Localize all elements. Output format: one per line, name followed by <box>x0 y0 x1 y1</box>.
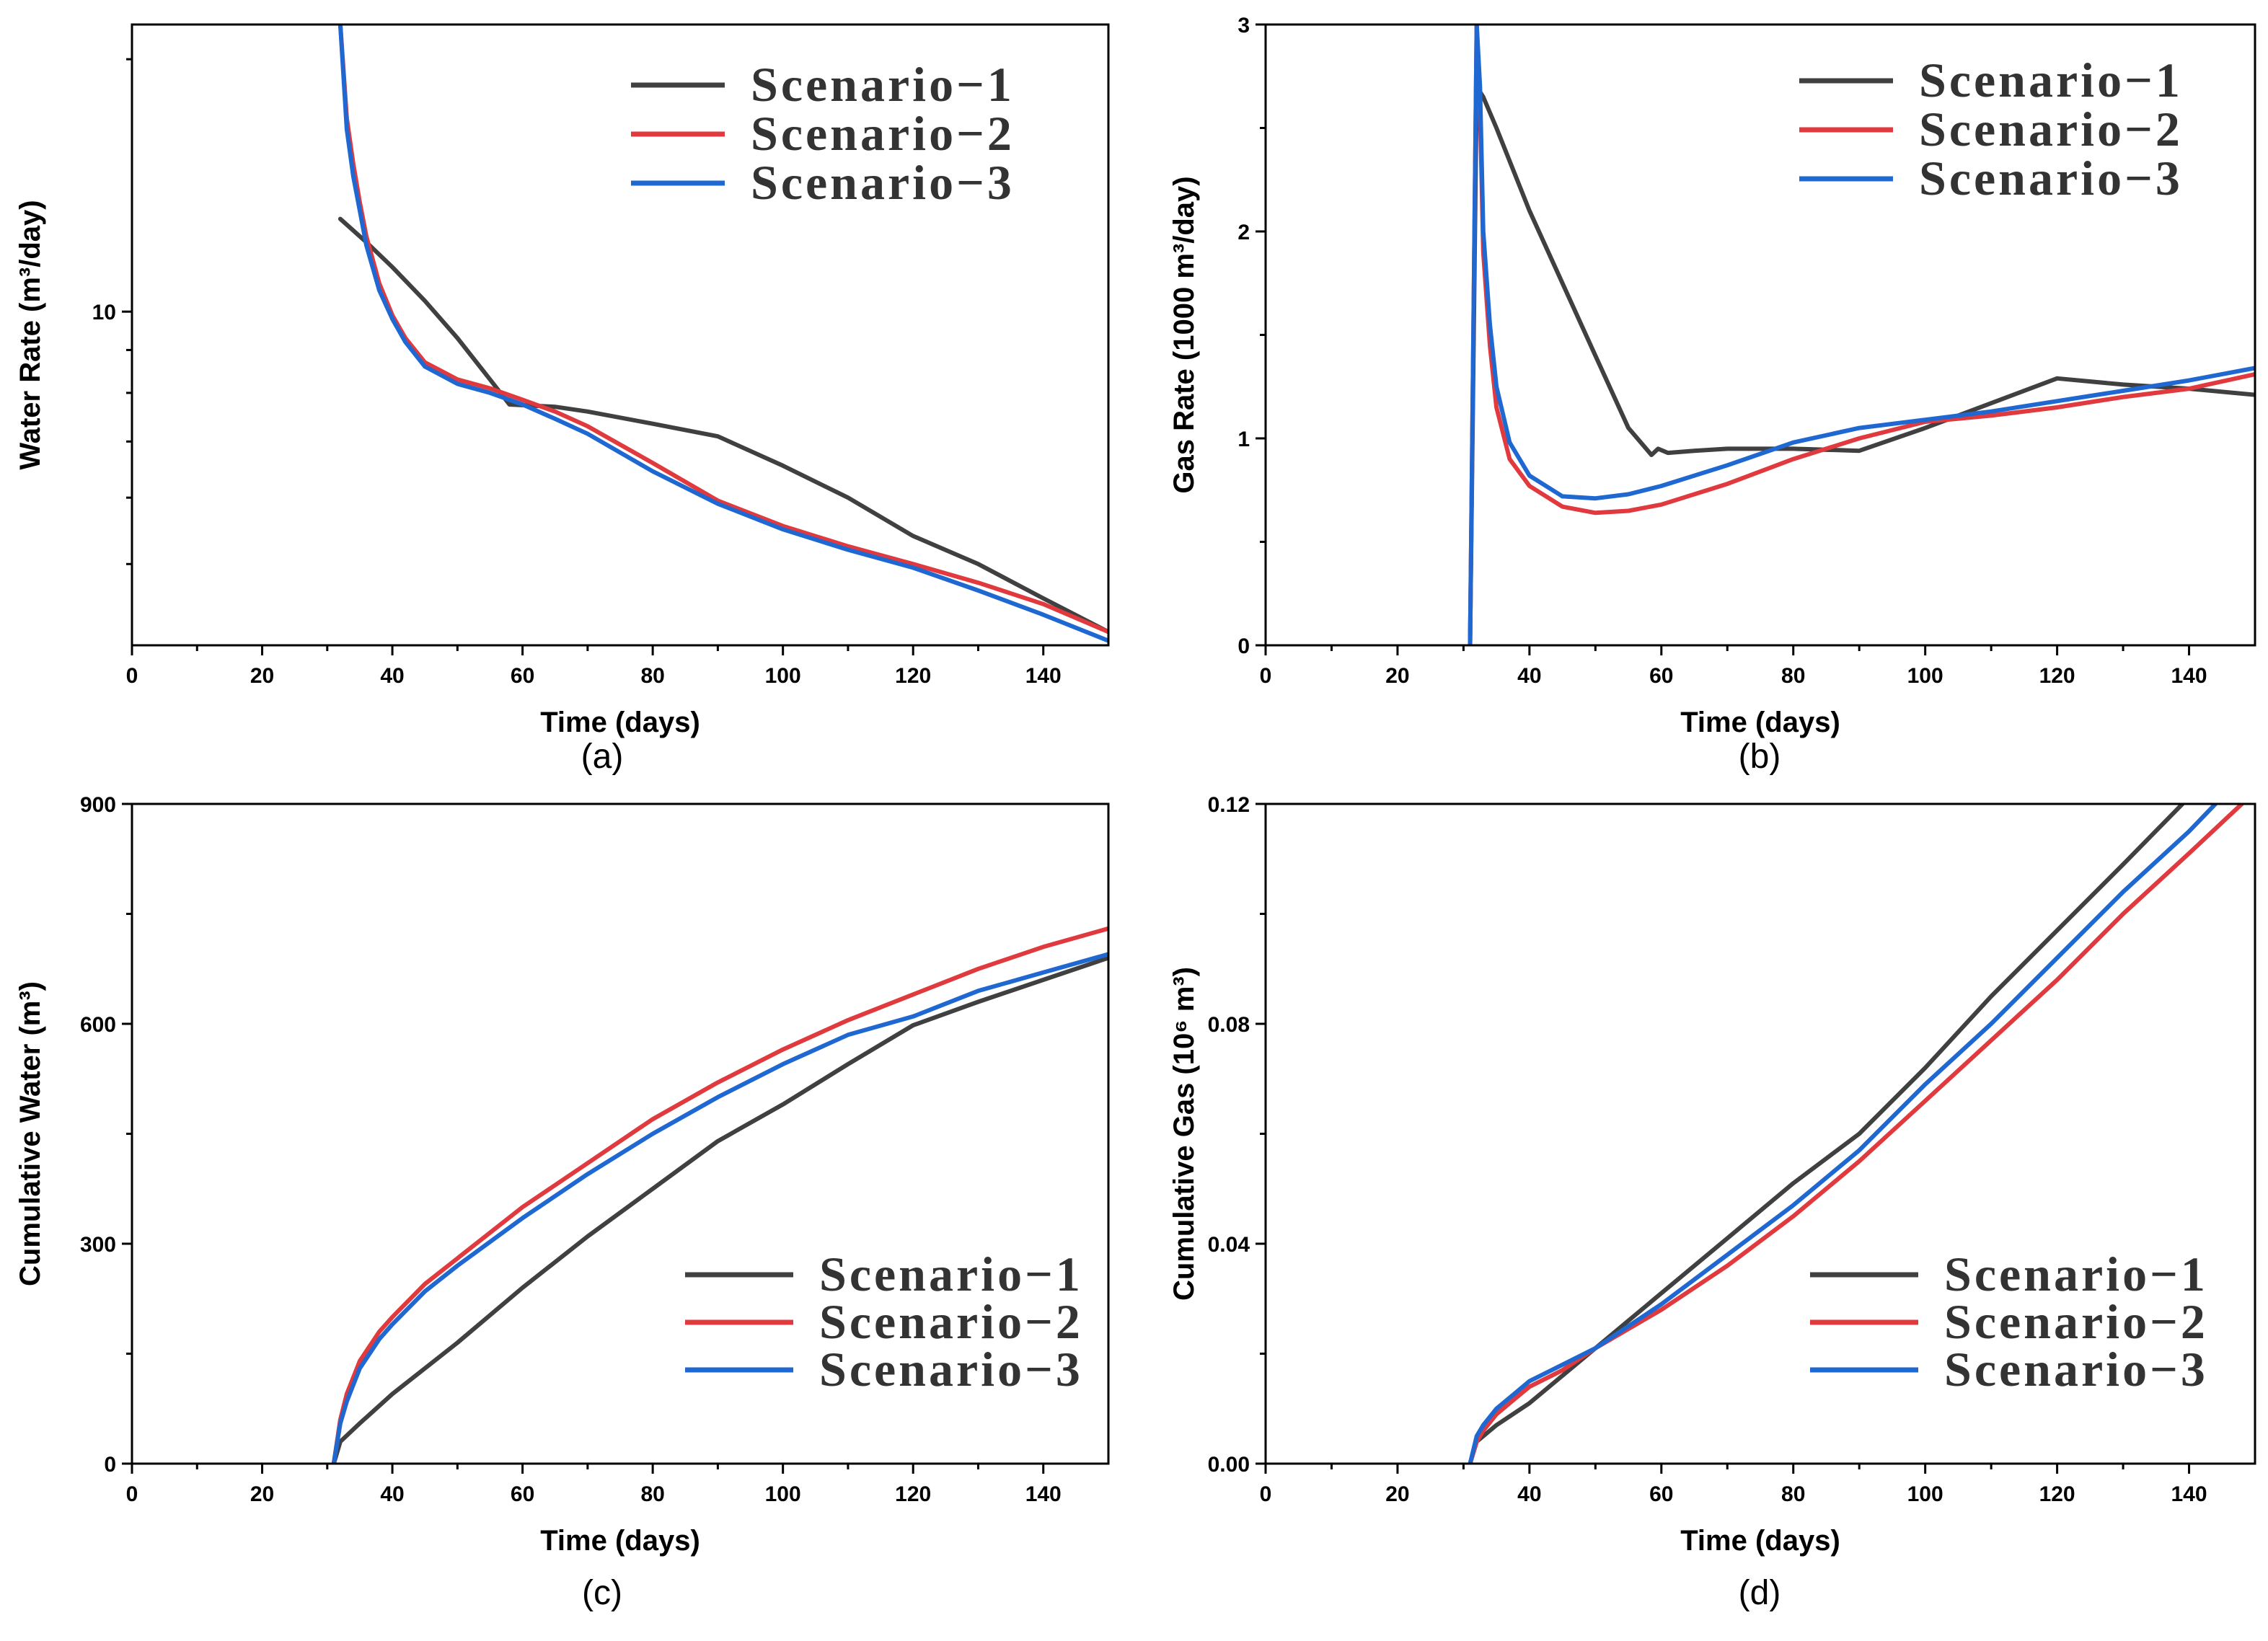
legend-label-scenario-1: Scenario−1 <box>751 57 1015 112</box>
x-tick-label: 0 <box>126 664 138 688</box>
plot-area <box>337 25 1108 643</box>
series-line-scenario-3 <box>337 25 1108 643</box>
x-tick-label: 60 <box>511 1482 534 1506</box>
x-tick-label: 20 <box>250 664 274 688</box>
legend-label-scenario-1: Scenario−1 <box>819 1247 1083 1301</box>
y-tick-label: 0 <box>1237 634 1250 658</box>
x-tick-label: 0 <box>1260 1482 1272 1506</box>
x-tick-label: 60 <box>511 664 534 688</box>
x-tick-label: 20 <box>250 1482 274 1506</box>
x-axis-label: Time (days) <box>1680 707 1840 738</box>
legend-label-scenario-2: Scenario−2 <box>819 1294 1083 1349</box>
legend-label-scenario-1: Scenario−1 <box>1944 1247 2208 1301</box>
series-line-scenario-3 <box>1468 25 2255 645</box>
x-tick-label: 80 <box>1781 1482 1805 1506</box>
chart-a: 0 20 40 60 80 100 120 140 10 Time (days) Water Rat… <box>14 23 1110 776</box>
panel-label: (d) <box>1739 1574 1781 1612</box>
y-axis-label: Cumulative Gas (10⁶ m³) <box>1168 967 1200 1301</box>
y-axis-label: Cumulative Water (m³) <box>14 981 46 1286</box>
y-axis-label: Water Rate (m³/day) <box>14 200 46 469</box>
y-tick-label: 2 <box>1237 221 1250 244</box>
x-tick-label: 80 <box>1781 664 1805 688</box>
legend-label-scenario-2: Scenario−2 <box>1944 1294 2208 1349</box>
x-tick-label: 140 <box>2171 1482 2207 1506</box>
x-tick-label: 40 <box>1517 1482 1541 1506</box>
legend-label-scenario-2: Scenario−2 <box>751 106 1015 161</box>
series-line-scenario-3 <box>331 952 1108 1464</box>
y-tick-label: 900 <box>80 793 116 817</box>
x-tick-label: 80 <box>640 1482 664 1506</box>
x-axis-label: Time (days) <box>1680 1525 1840 1557</box>
chart-c: 0 20 40 60 80 100 120 140 0 300 600 900 Time (days) C… <box>14 793 1110 1612</box>
panel-label: (c) <box>582 1574 622 1612</box>
legend-label-scenario-2: Scenario−2 <box>1919 102 2183 156</box>
x-axis-label: Time (days) <box>540 707 700 738</box>
y-tick-label: 0 <box>104 1453 116 1477</box>
x-tick-label: 120 <box>2039 664 2075 688</box>
y-axis-label: Gas Rate (1000 m³/day) <box>1168 176 1200 493</box>
y-tick-label: 1 <box>1237 428 1250 451</box>
x-tick-label: 60 <box>1649 1482 1673 1506</box>
x-tick-label: 100 <box>1907 664 1943 688</box>
panel-label: (a) <box>581 738 624 776</box>
y-tick-label: 0.04 <box>1208 1233 1250 1257</box>
panel-label: (b) <box>1739 738 1781 776</box>
x-tick-label: 0 <box>126 1482 138 1506</box>
x-tick-label: 120 <box>895 664 931 688</box>
x-tick-label: 100 <box>1907 1482 1943 1506</box>
x-tick-label: 40 <box>1517 664 1541 688</box>
legend-label-scenario-1: Scenario−1 <box>1919 53 2183 107</box>
x-tick-label: 20 <box>1385 1482 1409 1506</box>
plot-area <box>331 926 1108 1464</box>
x-tick-label: 100 <box>765 1482 801 1506</box>
x-tick-label: 140 <box>1025 1482 1062 1506</box>
y-tick-label: 10 <box>92 301 116 324</box>
x-tick-label: 100 <box>765 664 801 688</box>
y-tick-label: 0.00 <box>1208 1453 1250 1477</box>
x-tick-label: 80 <box>640 664 664 688</box>
series-line-scenario-2 <box>1468 804 2244 1464</box>
series-line-scenario-1 <box>337 216 1108 634</box>
plot-area <box>1468 25 2255 645</box>
chart-d: 0 20 40 60 80 100 120 140 0.00 0.04 0.08 0.12 Time (… <box>1168 793 2256 1612</box>
plot-area <box>1468 804 2244 1464</box>
chart-b: 0 20 40 60 80 100 120 140 0 1 2 3 Time (days) Gas Rat… <box>1168 14 2256 776</box>
legend-label-scenario-3: Scenario−3 <box>751 155 1015 210</box>
series-line-scenario-2 <box>331 926 1108 1464</box>
y-tick-label: 600 <box>80 1013 116 1037</box>
y-tick-label: 0.08 <box>1208 1013 1250 1037</box>
series-line-scenario-1 <box>1468 84 2255 645</box>
axes-frame <box>131 23 1110 647</box>
x-tick-label: 20 <box>1385 664 1409 688</box>
legend-label-scenario-3: Scenario−3 <box>1919 151 2183 205</box>
x-tick-label: 0 <box>1260 664 1272 688</box>
series-line-scenario-1 <box>331 955 1108 1464</box>
x-tick-label: 40 <box>380 664 404 688</box>
x-tick-label: 140 <box>2171 664 2207 688</box>
x-tick-label: 120 <box>2039 1482 2075 1506</box>
y-tick-label: 300 <box>80 1233 116 1257</box>
x-tick-label: 40 <box>380 1482 404 1506</box>
x-tick-label: 120 <box>895 1482 931 1506</box>
y-tick-label: 0.12 <box>1208 793 1250 817</box>
legend-label-scenario-3: Scenario−3 <box>819 1342 1083 1397</box>
legend-label-scenario-3: Scenario−3 <box>1944 1342 2208 1397</box>
series-line-scenario-1 <box>1468 804 2185 1464</box>
x-tick-label: 140 <box>1025 664 1062 688</box>
x-axis-label: Time (days) <box>540 1525 700 1557</box>
y-tick-label: 3 <box>1237 14 1250 37</box>
x-tick-label: 60 <box>1649 664 1673 688</box>
series-line-scenario-3 <box>1468 804 2218 1464</box>
